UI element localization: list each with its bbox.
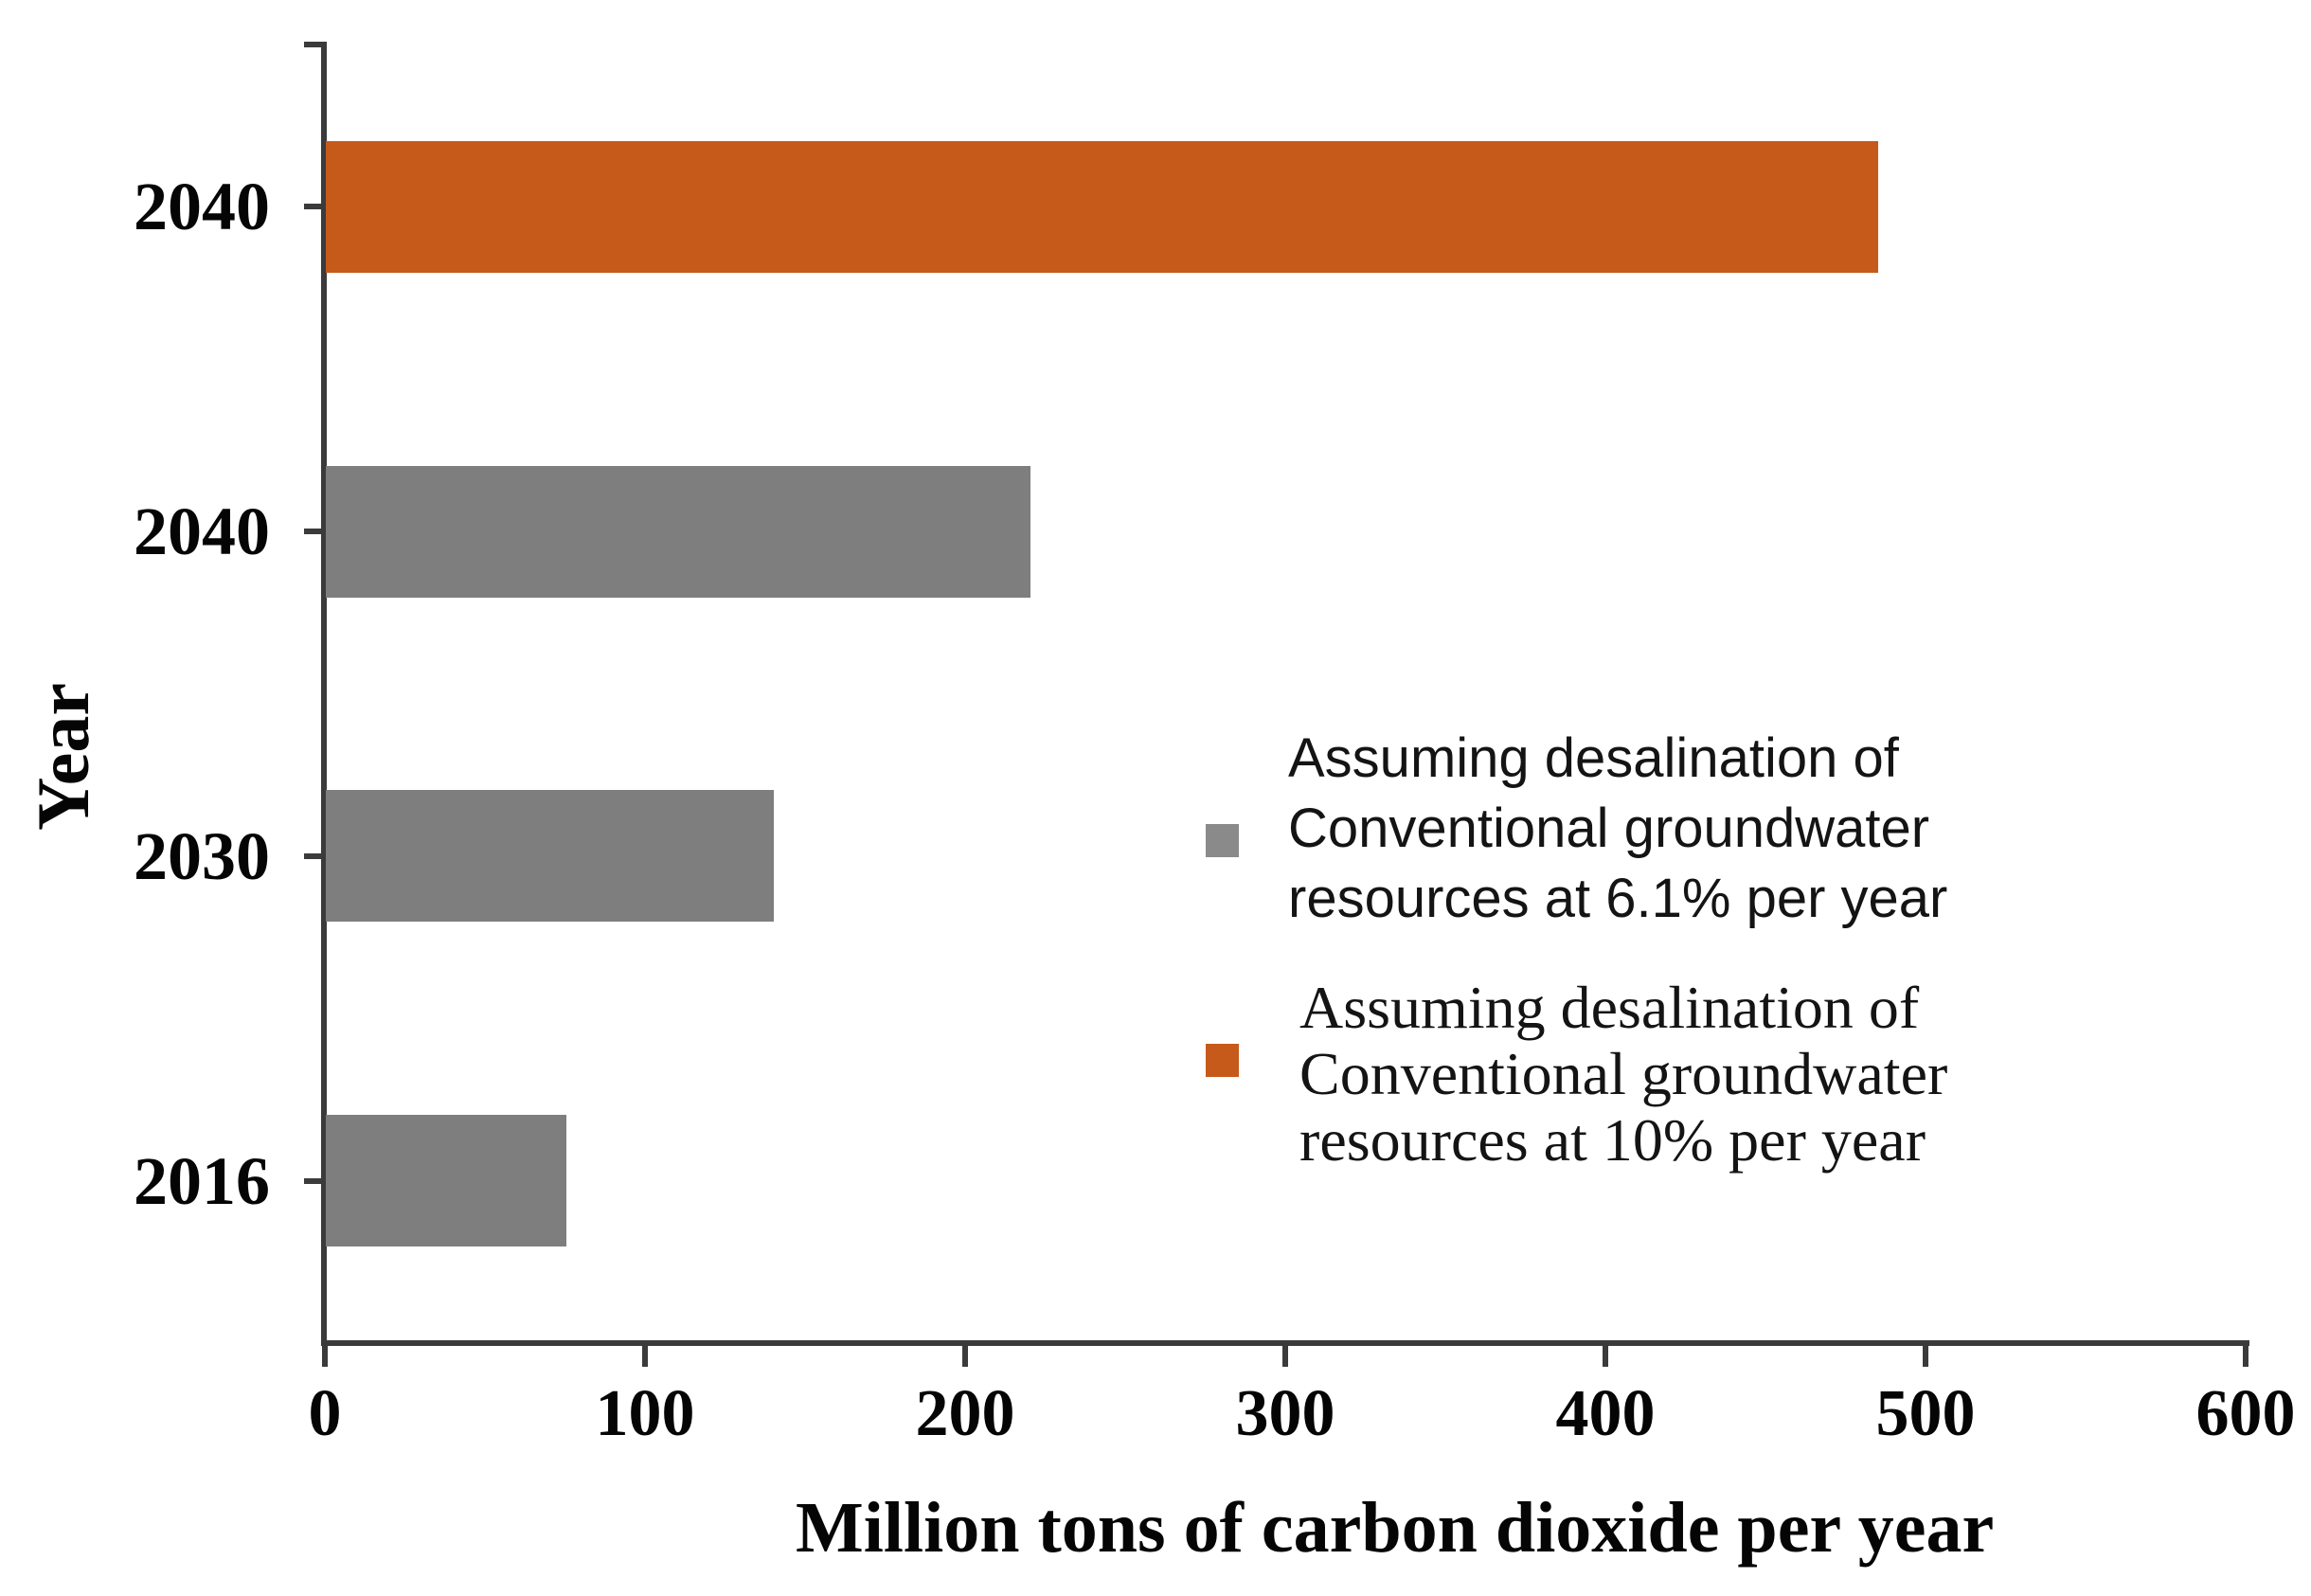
y-axis-end-tick [304,42,323,47]
x-tick-label-500: 500 [1875,1377,1976,1450]
x-tick-0 [322,1346,328,1367]
legend-entry-6-1pct-line-3: resources at 6.1% per year [1288,868,1948,929]
x-tick-100 [642,1346,648,1367]
legend-entry-10pct-line-1: Assuming desalination of [1299,974,1920,1041]
x-tick-600 [2243,1346,2248,1367]
y-tick-label-2030-6-1pct: 2030 [134,817,270,894]
x-tick-label-600: 600 [2195,1377,2296,1450]
x-tick-label-0: 0 [308,1377,342,1450]
y-tick-2016-6-1pct [304,1177,325,1184]
x-tick-label-400: 400 [1555,1377,1656,1450]
bar-2016-6-1pct [326,1115,566,1247]
x-tick-200 [962,1346,968,1367]
legend-entry-10pct: Assuming desalination of Conventional gr… [1299,975,1947,1174]
x-tick-label-300: 300 [1235,1377,1335,1450]
x-tick-label-100: 100 [595,1377,695,1450]
legend-entry-6-1pct-line-1: Assuming desalination of [1288,727,1899,789]
y-tick-2030-6-1pct [304,852,325,859]
y-tick-label-2016-6-1pct: 2016 [134,1142,270,1219]
y-tick-label-2040-6-1pct: 2040 [134,493,270,570]
bar-2040-6-1pct [326,465,1030,598]
legend-entry-10pct-line-2: Conventional groundwater [1299,1040,1948,1107]
legend-entry-6-1pct-line-2: Conventional groundwater [1288,798,1930,859]
legend-swatch-orange-icon [1206,1044,1239,1077]
x-tick-label-200: 200 [915,1377,1015,1450]
legend-entry-6-1pct: Assuming desalination of Conventional gr… [1288,724,1947,934]
y-axis-title: Year [22,683,104,831]
y-axis-line [321,42,327,1346]
x-tick-300 [1282,1346,1288,1367]
x-tick-400 [1603,1346,1608,1367]
x-axis-line [321,1340,2249,1346]
x-axis-title: Million tons of carbon dioxide per year [796,1488,1995,1568]
y-tick-label-2040-10pct: 2040 [134,169,270,245]
x-tick-500 [1923,1346,1928,1367]
legend-entry-10pct-line-3: resources at 10% per year [1299,1106,1926,1174]
legend-swatch-gray-icon [1206,824,1239,857]
y-tick-2040-10pct [304,204,325,210]
y-tick-2040-6-1pct [304,529,325,535]
bar-2030-6-1pct [326,790,775,923]
bar-2040-10pct [326,140,1879,273]
